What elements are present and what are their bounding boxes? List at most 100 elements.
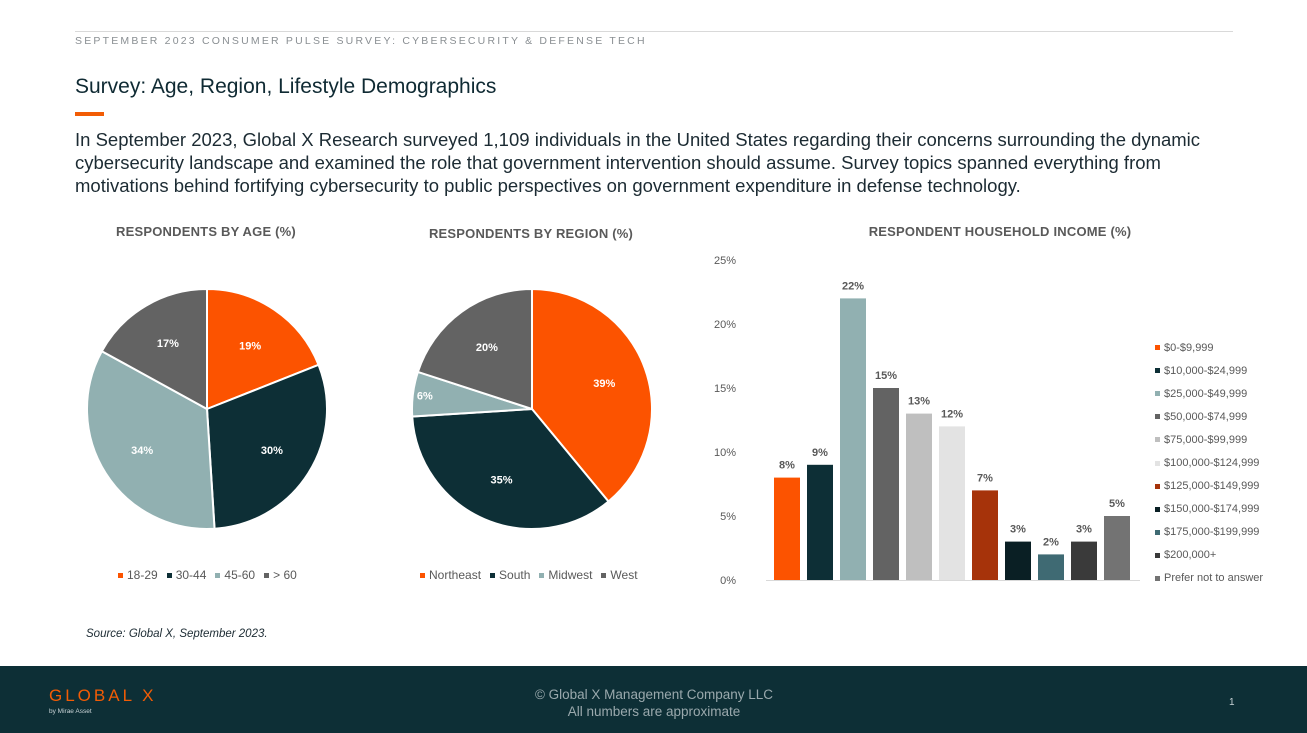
region-legend-item-west: West <box>601 568 638 582</box>
income-legend-label: $50,000-$74,999 <box>1164 410 1248 423</box>
income-legend-item-50-000-74-999: $50,000-$74,999 <box>1155 405 1263 428</box>
age-legend: 18-29 30-44 45-60 > 60 <box>118 568 297 582</box>
income-bar-125-000-149-999 <box>972 490 998 580</box>
income-bar-label-0-9-999: 8% <box>779 460 795 472</box>
intro-paragraph: In September 2023, Global X Research sur… <box>75 129 1201 196</box>
income-legend-item-25-000-49-999: $25,000-$49,999 <box>1155 382 1263 405</box>
region-label-northeast: 39% <box>593 378 615 390</box>
page-number: 1 <box>1229 697 1235 708</box>
income-legend-item-10-000-24-999: $10,000-$24,999 <box>1155 359 1263 382</box>
title-accent-bar <box>75 112 104 116</box>
income-bar-75-000-99-999 <box>906 413 932 580</box>
income-legend-label: $10,000-$24,999 <box>1164 364 1248 377</box>
income-bar-label-25-000-49-999: 22% <box>842 280 864 292</box>
region-legend-item-northeast: Northeast <box>420 568 481 582</box>
region-legend-label: South <box>499 568 531 582</box>
age-legend-swatch <box>166 572 172 578</box>
income-legend: $0-$9,999 $10,000-$24,999 $25,000-$49,999 $… <box>1155 336 1263 590</box>
region-legend-swatch <box>490 572 496 578</box>
source-note: Source: Global X, September 2023. <box>86 628 268 640</box>
age-legend-swatch <box>215 572 221 578</box>
report-eyebrow: SEPTEMBER 2023 CONSUMER PULSE SURVEY: CY… <box>75 35 647 47</box>
income-legend-item-125-000-149-999: $125,000-$149,999 <box>1155 475 1263 498</box>
region-slice-west <box>416 287 533 411</box>
copyright-line: © Global X Management Company LLC <box>534 687 774 702</box>
income-bar-prefer-not-to-answer <box>1104 516 1130 580</box>
region-label-south: 35% <box>490 474 512 486</box>
region-slice-south <box>411 407 610 530</box>
income-legend-item-75-000-99-999: $75,000-$99,999 <box>1155 428 1263 451</box>
income-bar-175-000-199-999 <box>1038 554 1064 580</box>
income-bar-label-prefer-not-to-answer: 5% <box>1109 498 1125 510</box>
age-legend-item-30-44: 30-44 <box>166 568 207 582</box>
age-chart-title: RESPONDENTS BY AGE (%) <box>116 224 296 239</box>
income-legend-swatch <box>1155 483 1160 489</box>
income-legend-label: $25,000-$49,999 <box>1164 387 1248 400</box>
income-legend-item-150-000-174-999: $150,000-$174,999 <box>1155 498 1263 521</box>
age-legend-swatch <box>264 572 270 578</box>
region-label-west: 20% <box>476 342 498 354</box>
age-legend-item-18-29: 18-29 <box>118 568 158 582</box>
income-legend-label: $125,000-$149,999 <box>1164 480 1260 493</box>
age-slice-30-44 <box>205 363 328 530</box>
income-y-tick-5: 5% <box>720 511 736 523</box>
income-bar-label-125-000-149-999: 7% <box>977 472 993 484</box>
income-y-tick-0: 0% <box>720 575 736 587</box>
income-legend-label: Prefer not to answer <box>1164 572 1264 585</box>
age-label-60: 17% <box>157 338 179 350</box>
income-legend-swatch <box>1155 345 1160 351</box>
income-legend-item-100-000-124-999: $100,000-$124,999 <box>1155 451 1263 474</box>
region-legend-label: West <box>610 568 638 582</box>
age-legend-label: 45-60 <box>224 568 256 582</box>
age-pie-chart: 19% 30% 34% 17% <box>86 287 328 530</box>
age-legend-item-45-60: 45-60 <box>215 568 255 582</box>
logo-subtitle: by Mirae Asset <box>49 708 92 715</box>
age-legend-label: 30-44 <box>175 568 207 582</box>
region-label-midwest: 6% <box>417 390 433 402</box>
income-legend-item-0-9-999: $0-$9,999 <box>1155 336 1263 359</box>
region-pie-chart: 39% 35% 6% 20% <box>411 287 653 530</box>
income-legend-label: $75,000-$99,999 <box>1164 433 1248 446</box>
income-bar-25-000-49-999 <box>840 298 866 580</box>
age-legend-label: 18-29 <box>127 568 158 582</box>
region-chart-title: RESPONDENTS BY REGION (%) <box>428 226 634 241</box>
income-bar-50-000-74-999 <box>873 388 899 580</box>
income-legend-label: $100,000-$124,999 <box>1164 457 1260 470</box>
age-label-18-29: 19% <box>239 340 261 352</box>
age-legend-label: > 60 <box>273 568 297 582</box>
income-bar-label-10-000-24-999: 9% <box>812 447 828 459</box>
income-bar-chart: 0% 5% 10% 15% 20% 25% 8% 9% 22% 15% 13% 12% 7% 3% 2% 3%… <box>714 255 1140 587</box>
income-y-tick-20: 20% <box>714 319 736 331</box>
page-title: Survey: Age, Region, Lifestyle Demograph… <box>75 75 497 98</box>
income-bar-100-000-124-999 <box>939 426 965 580</box>
age-label-45-60: 34% <box>131 445 153 457</box>
income-legend-item-175-000-199-999: $175,000-$199,999 <box>1155 521 1263 544</box>
age-legend-item-60: > 60 <box>264 568 297 582</box>
income-y-tick-15: 15% <box>714 383 736 395</box>
income-legend-label: $200,000+ <box>1164 549 1217 562</box>
region-legend-label: Midwest <box>548 568 593 582</box>
income-legend-label: $150,000-$174,999 <box>1164 503 1260 516</box>
income-bar-150-000-174-999 <box>1005 541 1031 580</box>
income-legend-swatch <box>1155 391 1160 397</box>
income-bar-label-200-000: 3% <box>1076 524 1092 536</box>
region-legend-swatch <box>539 572 545 578</box>
income-bar-label-100-000-124-999: 12% <box>941 408 963 420</box>
income-bar-label-175-000-199-999: 2% <box>1043 536 1059 548</box>
region-legend-label: Northeast <box>429 568 482 582</box>
region-legend-swatch <box>601 572 607 578</box>
income-bar-label-50-000-74-999: 15% <box>875 370 897 382</box>
income-legend-swatch <box>1155 506 1160 512</box>
income-legend-swatch <box>1155 529 1160 535</box>
income-legend-swatch <box>1155 437 1160 443</box>
region-slice-northeast <box>531 287 653 503</box>
income-legend-swatch <box>1155 575 1160 581</box>
income-chart-title: RESPONDENT HOUSEHOLD INCOME (%) <box>868 224 1132 239</box>
income-y-tick-10: 10% <box>714 447 736 459</box>
age-slice-60 <box>100 287 208 411</box>
region-legend-swatch <box>420 572 425 578</box>
region-legend-item-south: South <box>490 568 530 582</box>
age-slice-18-29 <box>206 287 320 411</box>
footer-bar <box>0 666 1307 733</box>
age-label-30-44: 30% <box>261 445 283 457</box>
